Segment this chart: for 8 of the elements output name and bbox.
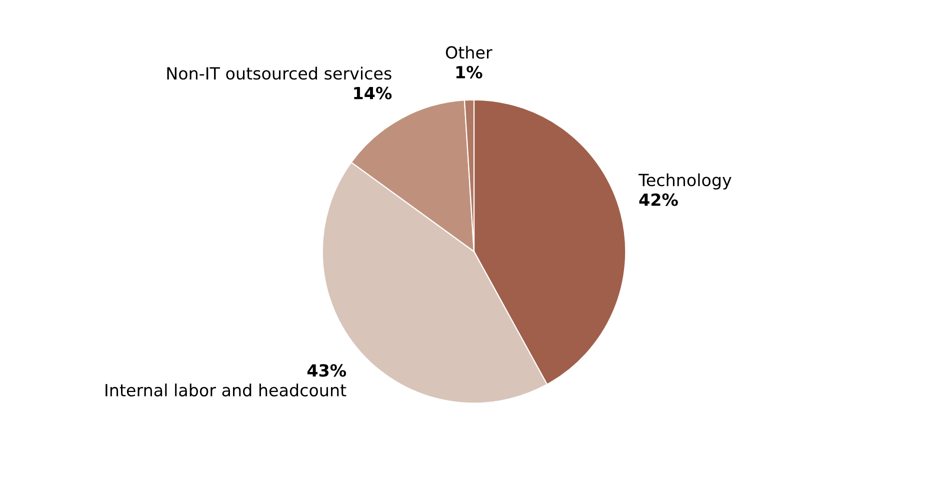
data-label: 43%	[307, 364, 346, 377]
slice-label: Technology	[638, 173, 732, 190]
slice-label: Other	[446, 46, 492, 59]
data-label: 14%	[354, 86, 392, 100]
data-label: 1%	[456, 66, 482, 78]
data-label: 42%	[639, 193, 678, 206]
slice-label: Internal labor and headcount	[106, 384, 346, 396]
slice-label: Non-IT outsourced services	[167, 66, 392, 80]
